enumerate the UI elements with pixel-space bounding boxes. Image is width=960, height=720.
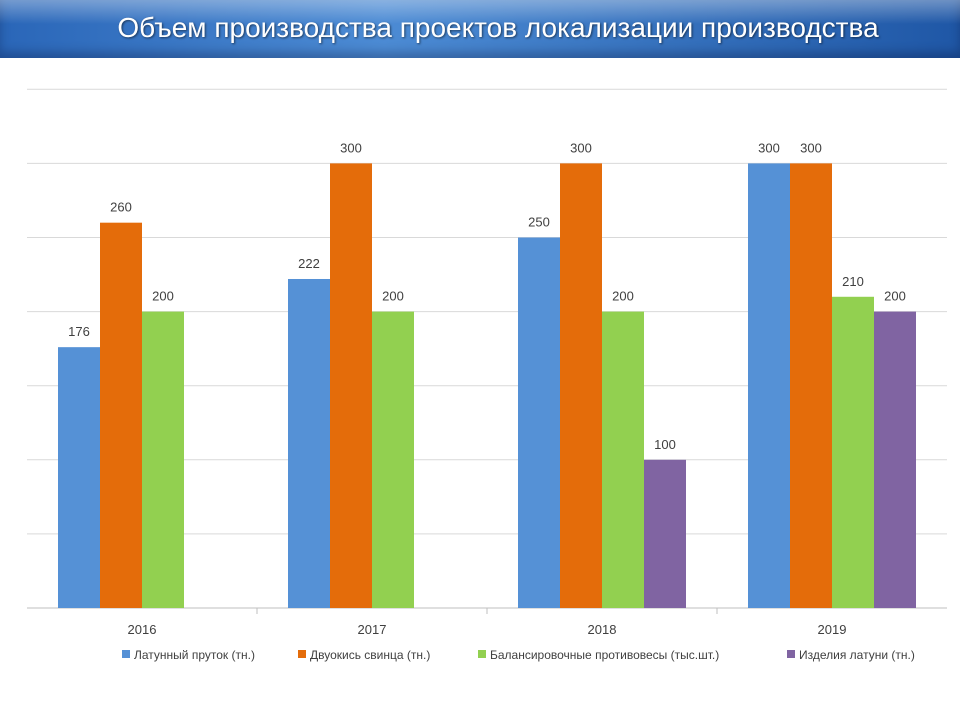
bar xyxy=(330,163,372,608)
bar xyxy=(560,163,602,608)
bar xyxy=(748,163,790,608)
x-tick-label: 2018 xyxy=(588,622,617,637)
data-label: 200 xyxy=(382,289,404,304)
data-label: 222 xyxy=(298,256,320,271)
bar xyxy=(602,311,644,608)
data-label: 100 xyxy=(654,437,676,452)
legend-label: Изделия латуни (тн.) xyxy=(799,648,915,662)
bar xyxy=(644,459,686,608)
bar xyxy=(832,296,874,608)
data-label: 176 xyxy=(68,324,90,339)
bar xyxy=(100,222,142,608)
data-label: 300 xyxy=(570,140,592,155)
bar xyxy=(142,311,184,608)
data-label: 210 xyxy=(842,274,864,289)
legend-swatch xyxy=(478,650,486,658)
data-label: 200 xyxy=(612,289,634,304)
data-label: 200 xyxy=(884,289,906,304)
data-label: 260 xyxy=(110,200,132,215)
bar xyxy=(372,311,414,608)
legend-swatch xyxy=(787,650,795,658)
title-bar-shine xyxy=(0,0,960,24)
legend-swatch xyxy=(298,650,306,658)
data-label: 300 xyxy=(758,140,780,155)
legend-label: Латунный пруток (тн.) xyxy=(134,648,255,662)
bar xyxy=(58,347,100,608)
data-label: 300 xyxy=(340,140,362,155)
legend-label: Двуокись свинца (тн.) xyxy=(310,648,430,662)
bar xyxy=(518,237,560,608)
slide-title: Объем производства проектов локализации … xyxy=(117,12,879,43)
x-tick-label: 2017 xyxy=(358,622,387,637)
x-tick-label: 2019 xyxy=(818,622,847,637)
bar xyxy=(874,311,916,608)
x-tick-label: 2016 xyxy=(128,622,157,637)
data-label: 250 xyxy=(528,215,550,230)
title-bar: Объем производства проектов локализации … xyxy=(0,0,960,58)
bar xyxy=(288,278,330,608)
legend-swatch xyxy=(122,650,130,658)
data-label: 200 xyxy=(152,289,174,304)
data-label: 300 xyxy=(800,140,822,155)
legend-label: Балансировочные противовесы (тыс.шт.) xyxy=(490,648,719,662)
bar xyxy=(790,163,832,608)
